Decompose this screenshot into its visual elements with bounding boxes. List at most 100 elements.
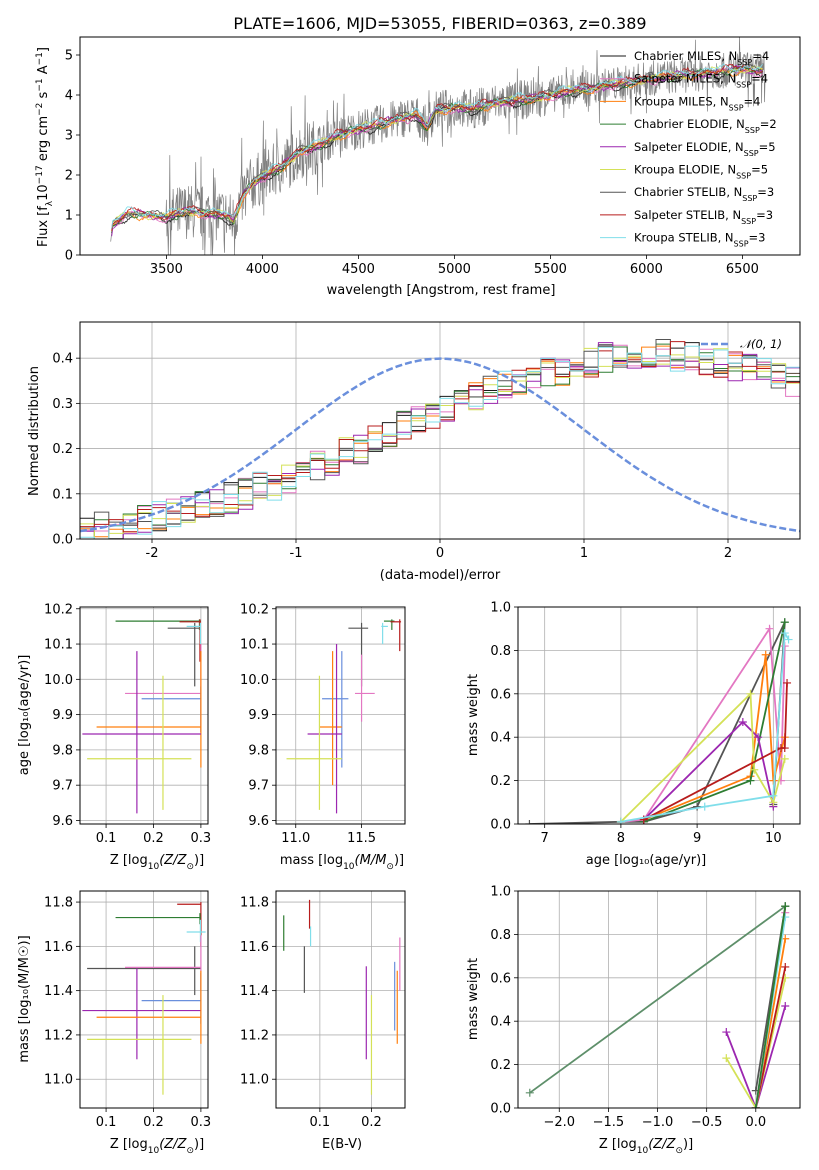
y-tick-label: 0.6 <box>490 687 511 702</box>
y-tick-label: 11.4 <box>240 984 269 999</box>
axes-frame <box>79 36 801 256</box>
weight-point-marker <box>751 1104 760 1108</box>
age-vs-metallicity-panel: 0.1 0.2 0.3 9.6 9.7 9.8 9.9 10.0 10.1 10.2 <box>44 602 211 846</box>
weight-point-marker <box>781 962 790 971</box>
y-tick-label: 11.2 <box>240 1028 269 1043</box>
histogram-step-line <box>80 339 800 529</box>
y-tick-label: 9.8 <box>52 743 73 758</box>
y-tick-label: 9.8 <box>248 743 269 758</box>
y-tick-label: 0.2 <box>490 774 511 789</box>
y-tick-label: 10.0 <box>240 673 269 688</box>
spectrum-xlabel: wavelength [Angstrom, rest frame] <box>327 283 556 298</box>
y-tick-label: 11.2 <box>44 1028 73 1043</box>
axes-frame <box>517 890 801 1109</box>
legend-label: Salpeter MILES, NSSP=4 <box>634 72 768 90</box>
legend-label-sub: SSP <box>737 58 752 67</box>
weight-point-marker <box>525 1088 534 1097</box>
legend-label-tail: =3 <box>756 208 773 222</box>
legend-label-name: Chabrier MILES, N <box>634 49 737 63</box>
x-tick-label: 5500 <box>534 262 567 277</box>
y-tick-label: 10.0 <box>44 673 73 688</box>
wAge-ylabel: mass weight <box>466 674 481 756</box>
observed-spectrum-line <box>110 37 766 255</box>
y-tick-label: 11.8 <box>44 896 73 911</box>
weight-series-line <box>529 621 786 824</box>
weight-point-marker <box>780 618 789 627</box>
mass-vs-metallicity-panel: 0.1 0.2 0.3 11.0 11.2 11.4 11.6 11.8 <box>44 890 212 1130</box>
y-tick-label: 9.9 <box>248 708 269 723</box>
x-tick-label: 0.0 <box>745 1115 766 1130</box>
model-spectrum-line <box>111 64 763 232</box>
y-tick-label: 0.0 <box>52 533 73 548</box>
plot-area <box>82 902 206 1095</box>
legend-label: Kroupa STELIB, NSSP=3 <box>634 231 765 249</box>
legend-label: Salpeter STELIB, NSSP=3 <box>634 208 773 226</box>
x-tick-label: 1 <box>580 546 588 561</box>
weight-point-marker <box>784 635 793 644</box>
massZ-xlabel: Z [log10(Z/Z⊙)] <box>110 1137 204 1156</box>
weight-point-marker <box>722 1054 731 1063</box>
x-tick-label: 4000 <box>246 262 279 277</box>
weight-point-marker <box>780 744 789 753</box>
axes-frame <box>79 890 209 1109</box>
plot-area <box>283 899 401 1095</box>
legend-label-name: Kroupa STELIB, N <box>634 231 734 245</box>
histogram-step-line <box>80 345 800 539</box>
axes-frame <box>79 321 801 540</box>
legend-label-tail: =2 <box>760 117 777 131</box>
legend-label-name: Salpeter STELIB, N <box>634 208 741 222</box>
spectrum-panel: 3500 4000 4500 5000 5500 6000 6500 0 1 2 3 4 5 Chabri… <box>65 36 801 277</box>
legend-label-name: Kroupa ELODIE, N <box>634 163 736 177</box>
legend-label: Kroupa ELODIE, NSSP=5 <box>634 163 768 181</box>
wZ-ylabel: mass weight <box>466 958 481 1040</box>
histogram-step-line <box>80 342 800 539</box>
weight-point-marker <box>754 733 763 742</box>
legend-label-sub: SSP <box>741 216 756 225</box>
weight-point-marker <box>746 689 755 698</box>
y-tick-label: 0.0 <box>490 1102 511 1117</box>
massZ-ylabel: mass [log₁₀(M/M☉)] <box>17 935 32 1062</box>
y-tick-label: 0.2 <box>52 442 73 457</box>
y-tick-label: 0.4 <box>52 352 73 367</box>
legend-label-sub: SSP <box>736 171 751 180</box>
legend-label: Salpeter ELODIE, NSSP=5 <box>634 140 776 158</box>
weight-series-line <box>754 966 787 1108</box>
legend-label: Chabrier ELODIE, NSSP=2 <box>634 117 777 135</box>
y-tick-label: 0.0 <box>490 818 511 833</box>
weight-point-marker <box>783 678 792 687</box>
x-tick-label: 0.3 <box>191 1115 212 1130</box>
y-tick-label: 0.8 <box>490 928 511 943</box>
legend-label: Chabrier STELIB, NSSP=3 <box>634 185 774 203</box>
y-tick-label: 1.0 <box>490 885 511 900</box>
x-tick-label: 7 <box>541 831 549 846</box>
x-tick-label: −1.5 <box>593 1115 625 1130</box>
axes-frame <box>79 606 209 825</box>
y-tick-label: 5 <box>65 49 73 64</box>
figure-title: PLATE=1606, MJD=53055, FIBERID=0363, z=0… <box>233 14 646 33</box>
y-tick-label: 9.7 <box>52 779 73 794</box>
y-tick-label: 10.2 <box>240 602 269 617</box>
y-tick-label: 9.7 <box>248 779 269 794</box>
legend-label-tail: =3 <box>757 185 774 199</box>
model-spectrum-line <box>111 63 763 229</box>
histogram-step-line <box>80 341 800 533</box>
y-tick-label: 11.8 <box>240 896 269 911</box>
legend-label-sub: SSP <box>734 239 749 248</box>
wAge-xlabel: age [log₁₀(age/yr)] <box>586 853 707 868</box>
x-tick-label: 0.2 <box>143 831 164 846</box>
y-tick-label: 10.1 <box>240 638 269 653</box>
legend-label-name: Chabrier STELIB, N <box>634 185 742 199</box>
weight-point-marker <box>616 817 625 824</box>
ageM-xlabel: mass [log10(M/M⊙)] <box>280 853 404 872</box>
x-tick-label: 11.5 <box>347 831 376 846</box>
x-tick-label: 2 <box>724 546 732 561</box>
y-tick-label: 9.6 <box>248 814 269 829</box>
weight-series-line <box>725 977 787 1108</box>
axes-frame <box>517 606 801 825</box>
legend-label-name: Salpeter MILES, N <box>634 72 736 86</box>
x-tick-label: 8 <box>617 831 625 846</box>
legend-label-sub: SSP <box>744 148 759 157</box>
x-tick-label: 0.2 <box>361 1115 382 1130</box>
weight-series-line <box>725 1005 787 1108</box>
legend-label-sub: SSP <box>742 194 757 203</box>
